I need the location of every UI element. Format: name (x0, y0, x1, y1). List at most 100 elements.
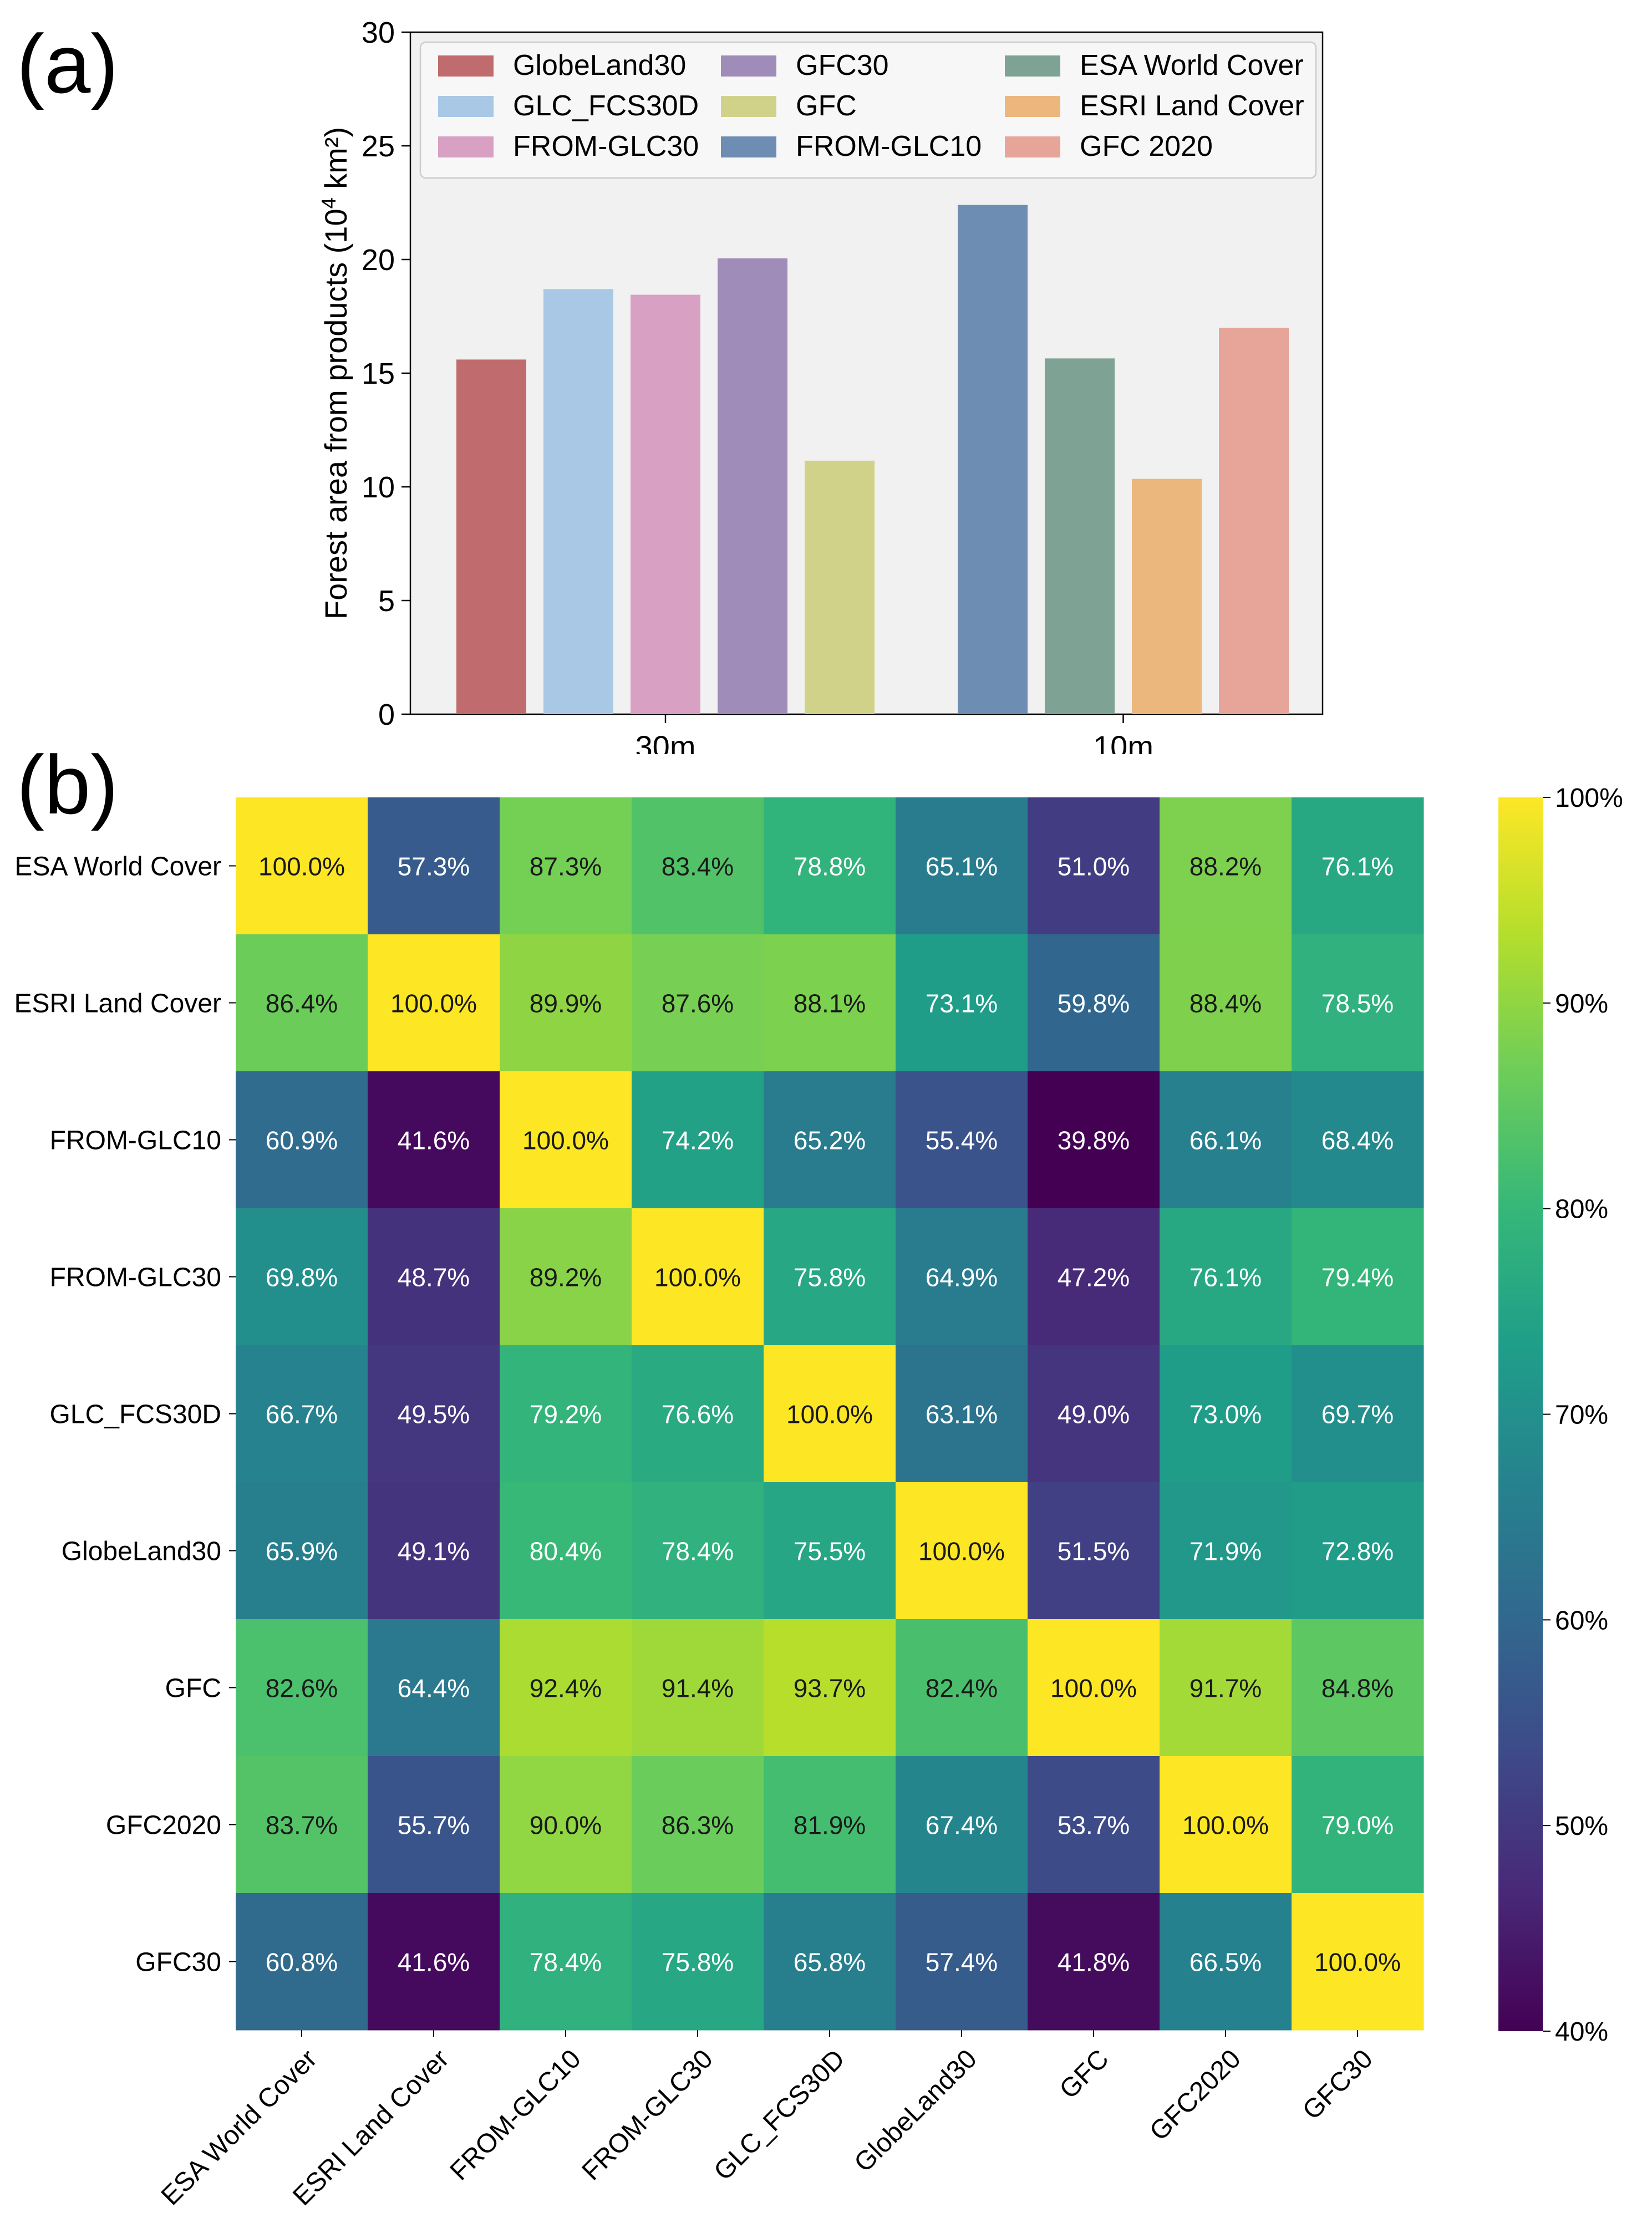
colorbar-tick-label: 80% (1555, 1195, 1608, 1224)
heatmap-cell-label: 78.4% (662, 1537, 734, 1566)
heatmap-cell (1028, 797, 1160, 935)
heatmap-cell (368, 1756, 500, 1894)
row-label: ESA World Cover (14, 852, 221, 882)
heatmap-cell (632, 1893, 764, 2031)
heatmap-cell (500, 1756, 632, 1894)
heatmap-cell (764, 1756, 896, 1894)
heatmap-cell-label: 64.9% (926, 1263, 998, 1292)
heatmap-cell-label: 83.7% (266, 1811, 338, 1840)
heatmap-cell (1160, 1482, 1292, 1620)
heatmap-cell (896, 934, 1028, 1072)
heatmap-cell-label: 81.9% (794, 1811, 866, 1840)
heatmap-cell-label: 65.9% (266, 1537, 338, 1566)
heatmap-cell-label: 75.8% (662, 1948, 734, 1977)
heatmap-cell-label: 100.0% (258, 852, 345, 881)
heatmap-cell-label: 55.4% (926, 1126, 998, 1155)
heatmap-cell-label: 49.1% (398, 1537, 470, 1566)
heatmap-cell (1292, 1208, 1424, 1346)
heatmap-cell (764, 1619, 896, 1757)
heatmap-cell-label: 87.3% (530, 852, 602, 881)
legend-swatch (438, 136, 494, 157)
panel-label-a: (a) (17, 17, 119, 110)
x-tick-label: 30m (636, 729, 696, 754)
y-tick-label: 25 (362, 130, 395, 163)
column-label: FROM-GLC30 (577, 2044, 719, 2186)
legend-swatch (438, 96, 494, 117)
heatmap-cell-label: 66.1% (1190, 1126, 1262, 1155)
heatmap-cell (368, 1071, 500, 1209)
heatmap-cell (896, 1482, 1028, 1620)
heatmap-cell-label: 87.6% (662, 989, 734, 1018)
heatmap-cell (236, 1208, 368, 1346)
heatmap-cell-label: 100.0% (786, 1400, 873, 1429)
heatmap-cell-label: 78.5% (1321, 989, 1394, 1018)
heatmap-cell (1160, 1208, 1292, 1346)
heatmap-cell (1292, 1619, 1424, 1757)
heatmap-cell (632, 1619, 764, 1757)
y-axis-label: Forest area from products (104 km²) (317, 127, 353, 619)
heatmap-cell (500, 1482, 632, 1620)
bar-from-glc10 (958, 205, 1028, 715)
legend-swatch (1005, 96, 1060, 117)
heatmap-cell (896, 1756, 1028, 1894)
heatmap-cell-label: 68.4% (1321, 1126, 1394, 1155)
heatmap-cell-label: 89.2% (530, 1263, 602, 1292)
heatmap-cell-label: 55.7% (398, 1811, 470, 1840)
heatmap-cell-label: 41.6% (398, 1948, 470, 1977)
legend-label: GFC (796, 90, 857, 122)
heatmap-cell-label: 49.5% (398, 1400, 470, 1429)
heatmap-cell (896, 1208, 1028, 1346)
heatmap-cell-label: 65.1% (926, 852, 998, 881)
legend-box (419, 41, 1317, 179)
heatmap-cell (1028, 1756, 1160, 1894)
heatmap-cell-label: 57.4% (926, 1948, 998, 1977)
bar-from-glc30 (631, 294, 700, 714)
heatmap-cell-label: 79.2% (530, 1400, 602, 1429)
heatmap-cell (236, 1893, 368, 2031)
heatmap-cell-label: 75.8% (794, 1263, 866, 1292)
heatmap-cell (368, 797, 500, 935)
heatmap-cell-label: 100.0% (390, 989, 477, 1018)
heatmap-cell (500, 1071, 632, 1209)
heatmap-cell-label: 88.4% (1190, 989, 1262, 1018)
heatmap-cell (896, 797, 1028, 935)
heatmap-cell (896, 1893, 1028, 2031)
row-label: GlobeLand30 (62, 1537, 221, 1566)
heatmap-cell (368, 934, 500, 1072)
y-axis-label-sup: 4 (317, 197, 340, 208)
row-label: GLC_FCS30D (50, 1400, 221, 1430)
heatmap-cell-label: 86.4% (266, 989, 338, 1018)
heatmap-cell (1028, 1208, 1160, 1346)
heatmap-cells: 100.0% 57.3% 87.3% 83.4% 78.8% 65.1% 51.0% 88.2… (236, 797, 1424, 2031)
heatmap-cell-label: 74.2% (662, 1126, 734, 1155)
heatmap-cell (1160, 1893, 1292, 2031)
heatmap-cell-label: 66.7% (266, 1400, 338, 1429)
heatmap-cell-label: 100.0% (1314, 1948, 1401, 1977)
heatmap-cell-label: 60.8% (266, 1948, 338, 1977)
bar-gfc30 (718, 258, 787, 714)
heatmap-cell (1292, 797, 1424, 935)
bar-globeland30 (456, 359, 526, 714)
legend-swatch (438, 55, 494, 77)
heatmap-cell (632, 1208, 764, 1346)
bar-gfc-2020 (1219, 328, 1289, 714)
heatmap-cell (500, 934, 632, 1072)
heatmap-cell-label: 64.4% (398, 1674, 470, 1703)
heatmap-cell-label: 92.4% (530, 1674, 602, 1703)
legend-label: GFC 2020 (1080, 130, 1213, 162)
column-label: GFC (1054, 2044, 1115, 2104)
legend: GlobeLand30 GLC_FCS30D FROM-GLC30 GFC30 GFC F… (419, 41, 1317, 179)
heatmap-cell-label: 100.0% (522, 1126, 609, 1155)
y-tick-label: 10 (362, 471, 395, 504)
heatmap-cell-label: 91.7% (1190, 1674, 1262, 1703)
heatmap-cell (1028, 1619, 1160, 1757)
heatmap-cell (368, 1619, 500, 1757)
heatmap-cell-label: 71.9% (1190, 1537, 1262, 1566)
bar-esa-world-cover (1045, 358, 1115, 714)
heatmap-cell (632, 934, 764, 1072)
heatmap-cell (236, 1345, 368, 1483)
heatmap-cell-label: 69.7% (1321, 1400, 1394, 1429)
heatmap-cell-label: 67.4% (926, 1811, 998, 1840)
heatmap-cell (368, 1893, 500, 2031)
colorbar-tick-label: 70% (1555, 1401, 1608, 1430)
